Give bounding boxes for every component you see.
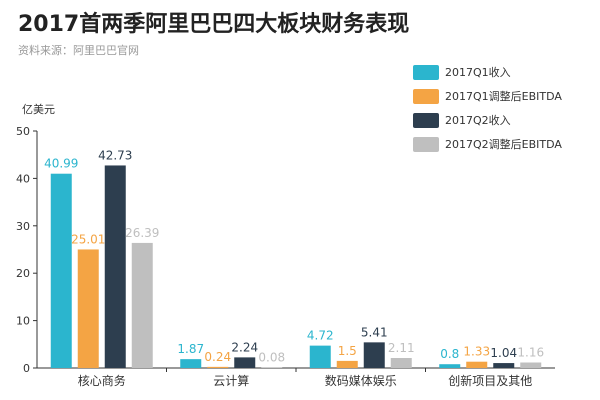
chart-bars — [50, 165, 542, 368]
chart-axes: 0 10 20 30 40 50 核心商务 云计算 数码媒体娱乐 创新项目及其他 — [16, 125, 555, 388]
y-tick-label: 30 — [16, 220, 30, 233]
bar[interactable] — [309, 345, 331, 368]
data-label: 25.01 — [71, 232, 105, 246]
bar[interactable] — [77, 249, 99, 368]
x-tick-label: 云计算 — [213, 373, 249, 388]
legend-item-q1-revenue[interactable]: 2017Q1收入 — [413, 60, 562, 84]
data-label: 1.33 — [463, 345, 490, 359]
chart-title: 2017首两季阿里巴巴四大板块财务表现 — [18, 12, 410, 37]
bar[interactable] — [207, 366, 229, 368]
bar[interactable] — [234, 357, 256, 368]
bar[interactable] — [336, 360, 358, 368]
data-label: 4.72 — [307, 329, 334, 343]
legend-swatch — [413, 88, 439, 104]
legend-item-q2-revenue[interactable]: 2017Q2收入 — [413, 108, 562, 132]
bar[interactable] — [104, 165, 126, 368]
y-axis-label: 亿美元 — [22, 103, 55, 116]
y-tick-label: 10 — [16, 315, 30, 328]
data-label: 2.11 — [388, 341, 415, 355]
x-tick-label: 创新项目及其他 — [448, 373, 532, 388]
legend-label: 2017Q2收入 — [445, 114, 511, 127]
data-label: 40.99 — [44, 157, 78, 171]
bar[interactable] — [493, 363, 515, 368]
y-tick-label: 50 — [16, 125, 30, 138]
data-label: 1.04 — [490, 346, 517, 360]
data-label: 2.24 — [231, 340, 258, 354]
bar[interactable] — [131, 242, 153, 368]
data-label: 26.39 — [125, 226, 159, 240]
legend-swatch — [413, 64, 439, 80]
legend-swatch — [413, 136, 439, 152]
bar[interactable] — [520, 362, 542, 368]
bar[interactable] — [466, 361, 488, 368]
x-tick-label: 数码媒体娱乐 — [325, 373, 397, 388]
legend-item-q2-ebitda[interactable]: 2017Q2调整后EBITDA — [413, 132, 562, 156]
y-tick-label: 20 — [16, 267, 30, 280]
chart-source: 资料来源：阿里巴巴官网 — [18, 44, 139, 57]
legend-label: 2017Q1收入 — [445, 66, 511, 79]
chart-value-labels: 40.99 25.01 42.73 26.39 1.870.242.240.08 4.72… — [44, 148, 544, 364]
data-label: 0.8 — [440, 347, 459, 361]
data-label: 0.24 — [204, 350, 231, 364]
data-label: 1.5 — [338, 344, 357, 358]
x-tick-label: 核心商务 — [78, 373, 126, 388]
data-label: 1.16 — [517, 346, 544, 360]
legend-item-q1-ebitda[interactable]: 2017Q1调整后EBITDA — [413, 84, 562, 108]
legend-label: 2017Q2调整后EBITDA — [445, 138, 562, 151]
legend-swatch — [413, 112, 439, 128]
data-label: 1.87 — [177, 342, 204, 356]
bar[interactable] — [390, 357, 412, 368]
bar[interactable] — [439, 364, 461, 368]
bar[interactable] — [180, 359, 202, 368]
y-tick-label: 40 — [16, 172, 30, 185]
bar[interactable] — [363, 342, 385, 368]
data-label: 42.73 — [98, 148, 132, 162]
legend-label: 2017Q1调整后EBITDA — [445, 90, 562, 103]
y-tick-label: 0 — [23, 362, 30, 375]
data-label: 0.08 — [258, 351, 285, 365]
chart-legend: 2017Q1收入 2017Q1调整后EBITDA 2017Q2收入 2017Q2… — [413, 60, 562, 156]
data-label: 5.41 — [361, 325, 388, 339]
bar[interactable] — [50, 173, 72, 368]
